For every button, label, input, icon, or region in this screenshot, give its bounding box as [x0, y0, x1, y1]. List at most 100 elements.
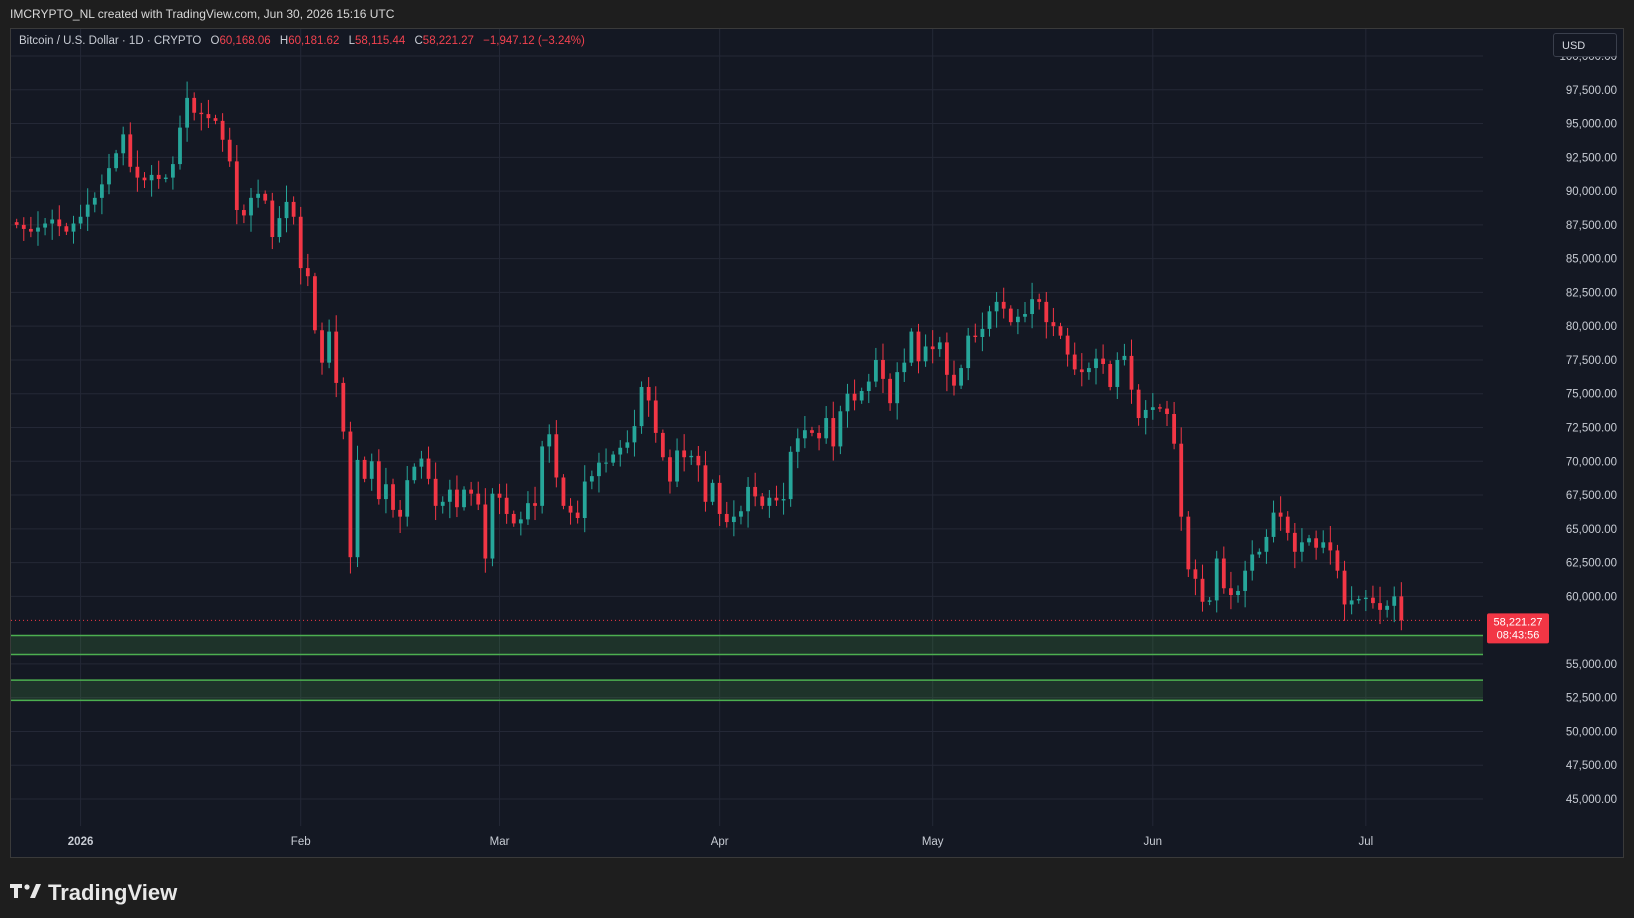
candle-body — [660, 432, 665, 458]
x-axis-tick-label: May — [922, 836, 944, 848]
candle-body — [426, 458, 431, 479]
candle-body — [206, 114, 211, 119]
candle-body — [1044, 301, 1049, 323]
candle-body — [526, 503, 530, 520]
candle-body — [376, 461, 381, 500]
symbol-name: Bitcoin / U.S. Dollar · 1D · CRYPTO — [19, 35, 202, 47]
candle-body — [1094, 358, 1098, 369]
candle-body — [966, 335, 971, 369]
candle-body — [440, 501, 445, 506]
y-axis-tick-label: 65,000.00 — [1566, 524, 1617, 536]
candle-body — [873, 359, 878, 382]
candle-body — [1015, 316, 1020, 323]
y-axis-tick-label: 47,500.00 — [1566, 760, 1617, 772]
candle-body — [518, 519, 523, 524]
candle-body — [412, 466, 417, 481]
candle-body — [937, 342, 942, 350]
candle-body — [64, 226, 69, 232]
x-axis-tick-label: Jun — [1144, 836, 1163, 848]
candle-body — [1335, 550, 1340, 571]
candle-body — [739, 511, 743, 517]
y-axis-tick-label: 72,500.00 — [1566, 423, 1617, 435]
candle-body — [178, 127, 182, 165]
y-axis-tick-label: 52,500.00 — [1566, 693, 1617, 705]
candle-body — [1264, 536, 1269, 552]
candle-body — [1065, 335, 1070, 355]
candle-body — [497, 493, 502, 498]
candle-body — [604, 462, 608, 464]
candle-body — [1356, 599, 1361, 601]
candle-body — [1165, 408, 1169, 414]
candle-body — [611, 454, 616, 463]
y-axis-tick-label: 60,000.00 — [1566, 591, 1617, 603]
candle-body — [298, 216, 303, 269]
candle-body — [795, 438, 800, 452]
y-axis-tick-label: 92,500.00 — [1566, 152, 1617, 164]
y-axis-tick-label: 87,500.00 — [1566, 220, 1617, 232]
candle-body — [1271, 512, 1276, 537]
x-axis-tick-label: 2026 — [68, 836, 94, 848]
candle-body — [43, 223, 47, 228]
chart-panel[interactable]: 100,000.00 97,500.00 95,000.00 92,500.00 90,… — [10, 28, 1624, 858]
candle-body — [1122, 355, 1127, 360]
candle-body — [639, 386, 644, 427]
candle-body — [50, 219, 55, 224]
candle-body — [824, 418, 829, 439]
candle-body — [362, 459, 367, 479]
last-price-badge — [1487, 613, 1549, 644]
candle-body — [341, 382, 346, 432]
candle-body — [369, 461, 374, 479]
candle-body — [504, 497, 509, 514]
candle-body — [21, 224, 26, 229]
candle-body — [1328, 542, 1333, 551]
candle-body — [838, 411, 843, 447]
support-zone — [11, 635, 1483, 655]
candle-body — [533, 503, 537, 506]
candle-body — [1129, 355, 1134, 390]
y-axis-tick-label: 82,500.00 — [1566, 287, 1617, 299]
candle-body — [1051, 322, 1056, 327]
candle-body — [199, 112, 204, 115]
candle-body — [284, 201, 289, 219]
candle-body — [107, 168, 111, 185]
candle-body — [419, 458, 424, 467]
candle-body — [540, 446, 545, 506]
candle-body — [632, 426, 637, 443]
candle-body — [334, 331, 339, 383]
last-price-value: 58,221.27 — [1494, 616, 1543, 628]
candle-body — [384, 484, 388, 500]
candle-body — [760, 496, 765, 506]
candle-body — [696, 455, 701, 466]
x-axis-tick-label: Jul — [1358, 836, 1373, 848]
candle-body — [1257, 551, 1262, 555]
candle-body — [902, 362, 907, 373]
candle-body — [731, 516, 736, 523]
candle-body — [313, 276, 317, 331]
candle-body — [1385, 605, 1390, 610]
candle-body — [930, 346, 935, 350]
x-axis-tick-label: Feb — [291, 836, 311, 848]
candle-body — [582, 481, 587, 519]
candle-body — [14, 222, 19, 225]
candle-body — [852, 393, 857, 401]
currency-button[interactable]: USD — [1553, 33, 1617, 57]
candle-body — [689, 455, 694, 458]
candle-body — [646, 386, 651, 401]
candle-body — [1079, 369, 1084, 373]
candle-body — [1214, 558, 1219, 601]
candle-body — [242, 210, 246, 216]
last-price-countdown: 08:43:56 — [1497, 629, 1540, 641]
candle-body — [1307, 538, 1311, 543]
candlestick-chart[interactable]: 100,000.0097,500.0095,000.0092,500.0090,… — [11, 29, 1624, 858]
candle-body — [99, 184, 104, 198]
candle-body — [1115, 359, 1120, 387]
candle-body — [675, 450, 679, 482]
candle-body — [1221, 558, 1226, 589]
candle-body — [866, 381, 871, 392]
candle-body — [1158, 407, 1162, 409]
candle-body — [256, 193, 261, 198]
candle-body — [1229, 588, 1233, 596]
candle-body — [1250, 554, 1255, 571]
candle-body — [1172, 413, 1177, 444]
candle-body — [1058, 326, 1063, 336]
